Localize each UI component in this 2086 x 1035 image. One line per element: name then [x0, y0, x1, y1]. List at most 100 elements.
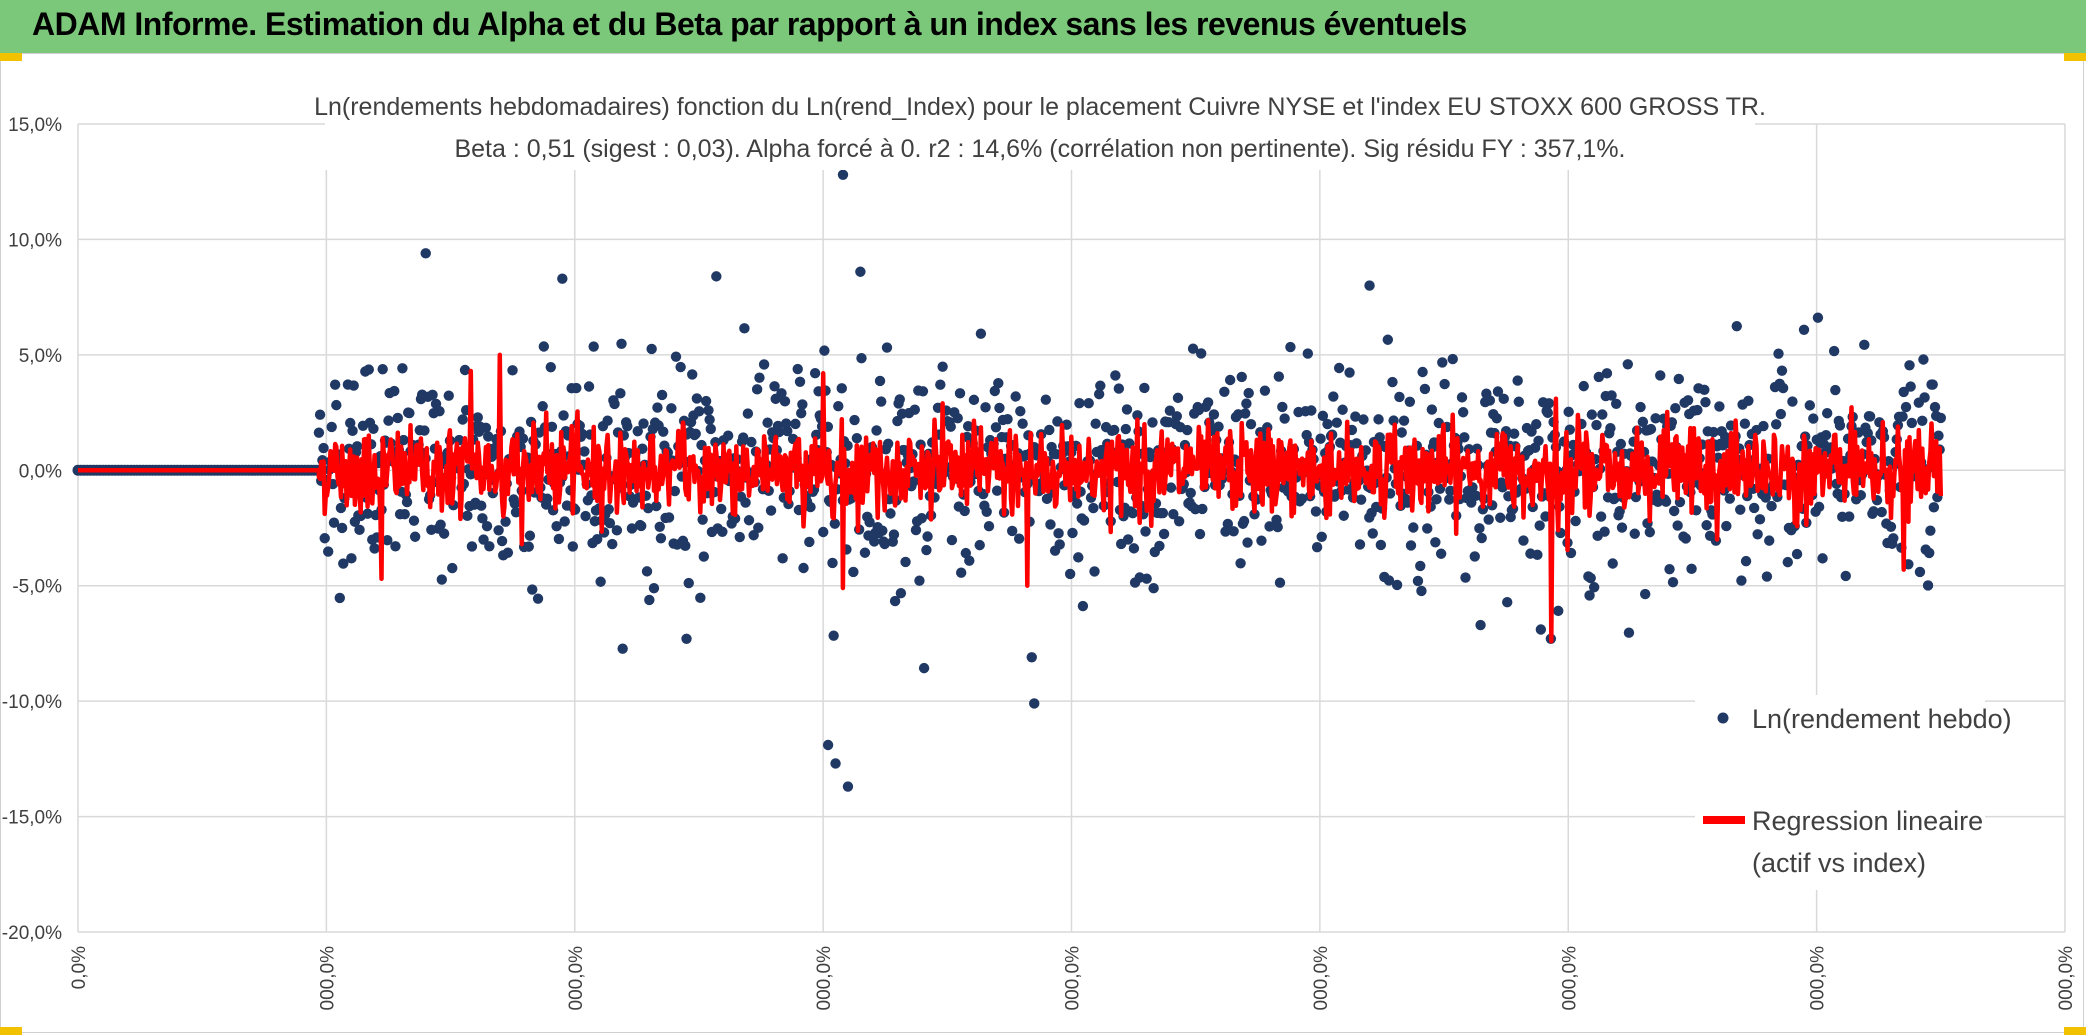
data-point	[1470, 490, 1482, 501]
data-point	[1241, 398, 1252, 409]
data-point	[794, 376, 806, 387]
data-point	[580, 510, 591, 522]
data-point	[1343, 484, 1354, 495]
data-point	[1844, 511, 1855, 522]
data-point	[734, 531, 745, 543]
data-point	[1859, 339, 1870, 351]
data-point	[1202, 397, 1214, 408]
data-point	[1670, 402, 1681, 414]
data-point	[493, 525, 504, 536]
data-point	[500, 516, 511, 527]
data-point-notable	[711, 271, 722, 282]
data-point	[1158, 528, 1170, 540]
data-point	[848, 566, 859, 578]
data-point	[1431, 494, 1442, 505]
data-point	[1154, 540, 1165, 552]
data-point	[1358, 414, 1369, 425]
data-point	[462, 510, 473, 522]
data-point	[690, 428, 701, 440]
data-point	[1398, 415, 1410, 426]
data-point	[314, 409, 326, 420]
data-point	[510, 507, 522, 518]
data-point	[655, 533, 667, 544]
data-point	[1273, 371, 1285, 382]
data-point	[790, 418, 801, 430]
data-point	[331, 399, 342, 411]
data-point	[1616, 522, 1628, 533]
data-point	[716, 503, 727, 515]
data-point	[1700, 396, 1711, 408]
data-point	[1415, 560, 1426, 572]
data-point	[1888, 533, 1899, 544]
data-point	[1306, 405, 1317, 416]
data-point-notable	[830, 758, 841, 769]
data-point	[1585, 572, 1596, 584]
data-point	[1333, 362, 1345, 374]
data-point	[703, 405, 714, 416]
data-point	[1593, 371, 1605, 383]
data-point	[567, 541, 579, 552]
data-point	[885, 508, 896, 519]
regression-line	[78, 352, 1944, 644]
data-point	[859, 547, 871, 558]
x-tick-label: 0,0%	[69, 946, 90, 989]
data-point	[591, 534, 603, 545]
data-point-notable	[557, 273, 568, 284]
data-point	[754, 372, 765, 383]
data-point	[1668, 505, 1680, 517]
data-point	[1644, 526, 1656, 538]
data-point	[829, 518, 841, 529]
data-point	[482, 431, 494, 442]
data-point	[1692, 404, 1703, 416]
data-point	[753, 522, 764, 533]
data-point	[882, 438, 894, 449]
data-point	[851, 432, 863, 444]
data-point	[1367, 528, 1378, 539]
legend-background	[1695, 695, 1985, 890]
data-point	[326, 421, 337, 433]
data-point	[477, 513, 488, 524]
data-point	[419, 425, 430, 436]
data-point	[354, 524, 365, 536]
data-point	[968, 394, 980, 406]
data-point	[1495, 512, 1506, 523]
data-point	[363, 364, 374, 375]
data-point	[675, 361, 686, 373]
data-point	[818, 526, 829, 538]
data-point	[666, 403, 677, 414]
data-point	[710, 437, 721, 448]
data-point	[1394, 391, 1405, 403]
x-tick-label: 000,0%	[1559, 946, 1580, 1011]
data-point	[646, 343, 657, 355]
data-point	[1752, 529, 1763, 540]
data-point	[408, 515, 420, 526]
data-point	[748, 530, 759, 541]
data-point	[1296, 493, 1308, 504]
data-point	[1492, 386, 1504, 397]
data-point	[1622, 359, 1633, 370]
data-point	[1686, 563, 1697, 575]
data-point	[1013, 533, 1025, 544]
data-point	[758, 359, 770, 370]
data-point	[1071, 498, 1083, 509]
data-point	[644, 594, 655, 606]
data-point	[502, 547, 514, 558]
data-point	[583, 381, 595, 392]
data-point	[1735, 504, 1746, 515]
data-point	[869, 536, 880, 547]
data-point	[1127, 508, 1138, 519]
chart-titles: Ln(rendements hebdomadaires) fonction du…	[314, 88, 1766, 170]
data-point	[438, 528, 450, 539]
data-point	[397, 363, 408, 374]
data-point	[1243, 387, 1254, 399]
data-point	[959, 505, 970, 517]
data-point-notable	[855, 266, 866, 277]
data-point	[1584, 590, 1595, 601]
corner-marker	[2064, 53, 2086, 61]
data-point	[1338, 510, 1349, 521]
data-point	[1660, 496, 1672, 507]
data-point	[1088, 502, 1099, 514]
data-point	[1813, 501, 1825, 513]
data-point	[765, 505, 777, 516]
data-point	[777, 553, 788, 564]
